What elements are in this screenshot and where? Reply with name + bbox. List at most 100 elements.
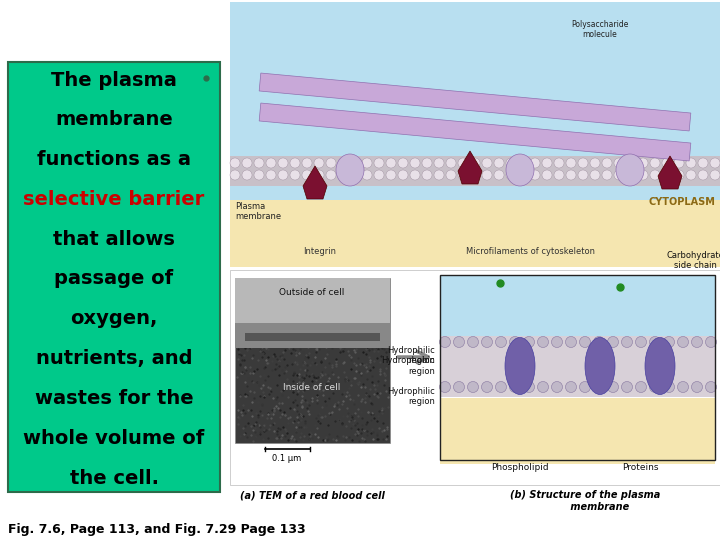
Circle shape	[636, 381, 647, 393]
Circle shape	[338, 158, 348, 168]
Text: Inside of cell: Inside of cell	[283, 383, 341, 393]
Circle shape	[674, 170, 684, 180]
Circle shape	[439, 336, 451, 348]
Circle shape	[446, 170, 456, 180]
Text: Hydrophilic
region: Hydrophilic region	[387, 346, 435, 366]
Circle shape	[650, 170, 660, 180]
Circle shape	[338, 170, 348, 180]
Circle shape	[410, 158, 420, 168]
Text: selective barrier: selective barrier	[23, 190, 204, 209]
Circle shape	[290, 170, 300, 180]
Polygon shape	[458, 151, 482, 184]
Circle shape	[362, 170, 372, 180]
Bar	[440, 336, 715, 397]
Circle shape	[636, 336, 647, 348]
Circle shape	[506, 170, 516, 180]
Circle shape	[664, 336, 675, 348]
Bar	[440, 398, 715, 464]
Text: nutrients, and: nutrients, and	[36, 349, 192, 368]
Text: the cell.: the cell.	[70, 469, 158, 488]
Text: (a) TEM of a red blood cell: (a) TEM of a red blood cell	[240, 490, 384, 500]
Text: Hydrophilic
region: Hydrophilic region	[387, 387, 435, 407]
Circle shape	[706, 336, 716, 348]
Text: Polysaccharide
molecule: Polysaccharide molecule	[571, 20, 629, 39]
Circle shape	[386, 170, 396, 180]
Circle shape	[454, 381, 464, 393]
Circle shape	[578, 158, 588, 168]
Circle shape	[621, 381, 632, 393]
Circle shape	[552, 381, 562, 393]
Circle shape	[254, 170, 264, 180]
Circle shape	[506, 158, 516, 168]
Circle shape	[542, 158, 552, 168]
Text: whole volume of: whole volume of	[23, 429, 204, 448]
Circle shape	[538, 381, 549, 393]
Circle shape	[494, 158, 504, 168]
Circle shape	[362, 158, 372, 168]
Circle shape	[691, 381, 703, 393]
Circle shape	[230, 170, 240, 180]
Bar	[440, 275, 715, 336]
Circle shape	[266, 158, 276, 168]
Circle shape	[410, 170, 420, 180]
Circle shape	[510, 336, 521, 348]
Circle shape	[518, 170, 528, 180]
Circle shape	[662, 158, 672, 168]
Circle shape	[302, 170, 312, 180]
Bar	[230, 200, 720, 267]
Circle shape	[482, 170, 492, 180]
Circle shape	[566, 170, 576, 180]
Circle shape	[439, 381, 451, 393]
Circle shape	[523, 381, 534, 393]
Circle shape	[422, 158, 432, 168]
Circle shape	[374, 158, 384, 168]
FancyArrow shape	[259, 73, 690, 131]
Circle shape	[608, 336, 618, 348]
Circle shape	[326, 170, 336, 180]
Ellipse shape	[505, 338, 535, 395]
Circle shape	[350, 170, 360, 180]
Circle shape	[608, 381, 618, 393]
Circle shape	[614, 170, 624, 180]
Circle shape	[650, 158, 660, 168]
Text: functions as a: functions as a	[37, 150, 191, 169]
Circle shape	[565, 381, 577, 393]
Circle shape	[580, 381, 590, 393]
Text: that allows: that allows	[53, 230, 175, 249]
Circle shape	[386, 158, 396, 168]
Circle shape	[602, 170, 612, 180]
Circle shape	[530, 170, 540, 180]
Circle shape	[470, 170, 480, 180]
Circle shape	[242, 170, 252, 180]
Text: Outside of cell: Outside of cell	[279, 288, 345, 297]
Text: 0.1 µm: 0.1 µm	[272, 454, 302, 463]
Circle shape	[626, 158, 636, 168]
Circle shape	[446, 158, 456, 168]
Circle shape	[590, 170, 600, 180]
Circle shape	[538, 336, 549, 348]
Circle shape	[674, 158, 684, 168]
Bar	[235, 278, 390, 338]
Circle shape	[523, 336, 534, 348]
Polygon shape	[658, 156, 682, 189]
Text: The plasma: The plasma	[51, 71, 177, 90]
Circle shape	[422, 170, 432, 180]
Circle shape	[434, 158, 444, 168]
Bar	[230, 2, 720, 267]
Text: wastes for the: wastes for the	[35, 389, 193, 408]
Circle shape	[434, 170, 444, 180]
Circle shape	[470, 158, 480, 168]
Circle shape	[593, 336, 605, 348]
Circle shape	[542, 170, 552, 180]
Circle shape	[266, 170, 276, 180]
Circle shape	[664, 381, 675, 393]
Circle shape	[495, 381, 506, 393]
Circle shape	[580, 336, 590, 348]
Circle shape	[482, 158, 492, 168]
Circle shape	[678, 381, 688, 393]
Circle shape	[467, 336, 479, 348]
Bar	[230, 270, 720, 485]
Circle shape	[314, 170, 324, 180]
Bar	[8, 62, 220, 492]
Circle shape	[662, 170, 672, 180]
